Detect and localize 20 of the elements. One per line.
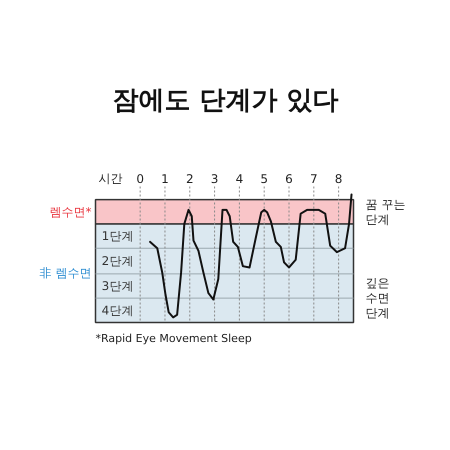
x-tick-label: 1 [161,172,169,186]
x-tick-label: 2 [186,172,194,186]
band-label: 非 렘수면 [40,266,92,280]
text: 깊은 수면 단계 [366,276,390,320]
text: 꿈 꾸는 단계 [366,197,406,226]
x-tick-label: 6 [285,172,293,186]
annotation: 4단계 [102,303,134,318]
chart-title: 잠에도 단계가 있다 [112,86,339,116]
band-label: 렘수면* [50,204,92,219]
x-tick-label: 4 [236,172,244,186]
x-tick-label: 0 [136,172,144,186]
text: *Rapid Eye Movement Sleep [96,332,252,345]
x-tick-label: 8 [334,172,342,186]
x-axis-title: 시간 [98,172,122,186]
annotation: 1단계 [102,229,134,244]
x-tick-label: 3 [210,172,218,186]
annotation: 2단계 [102,254,134,268]
annotation: 3단계 [102,279,134,294]
x-tick-label: 5 [260,172,268,186]
x-tick-label: 7 [310,172,318,186]
